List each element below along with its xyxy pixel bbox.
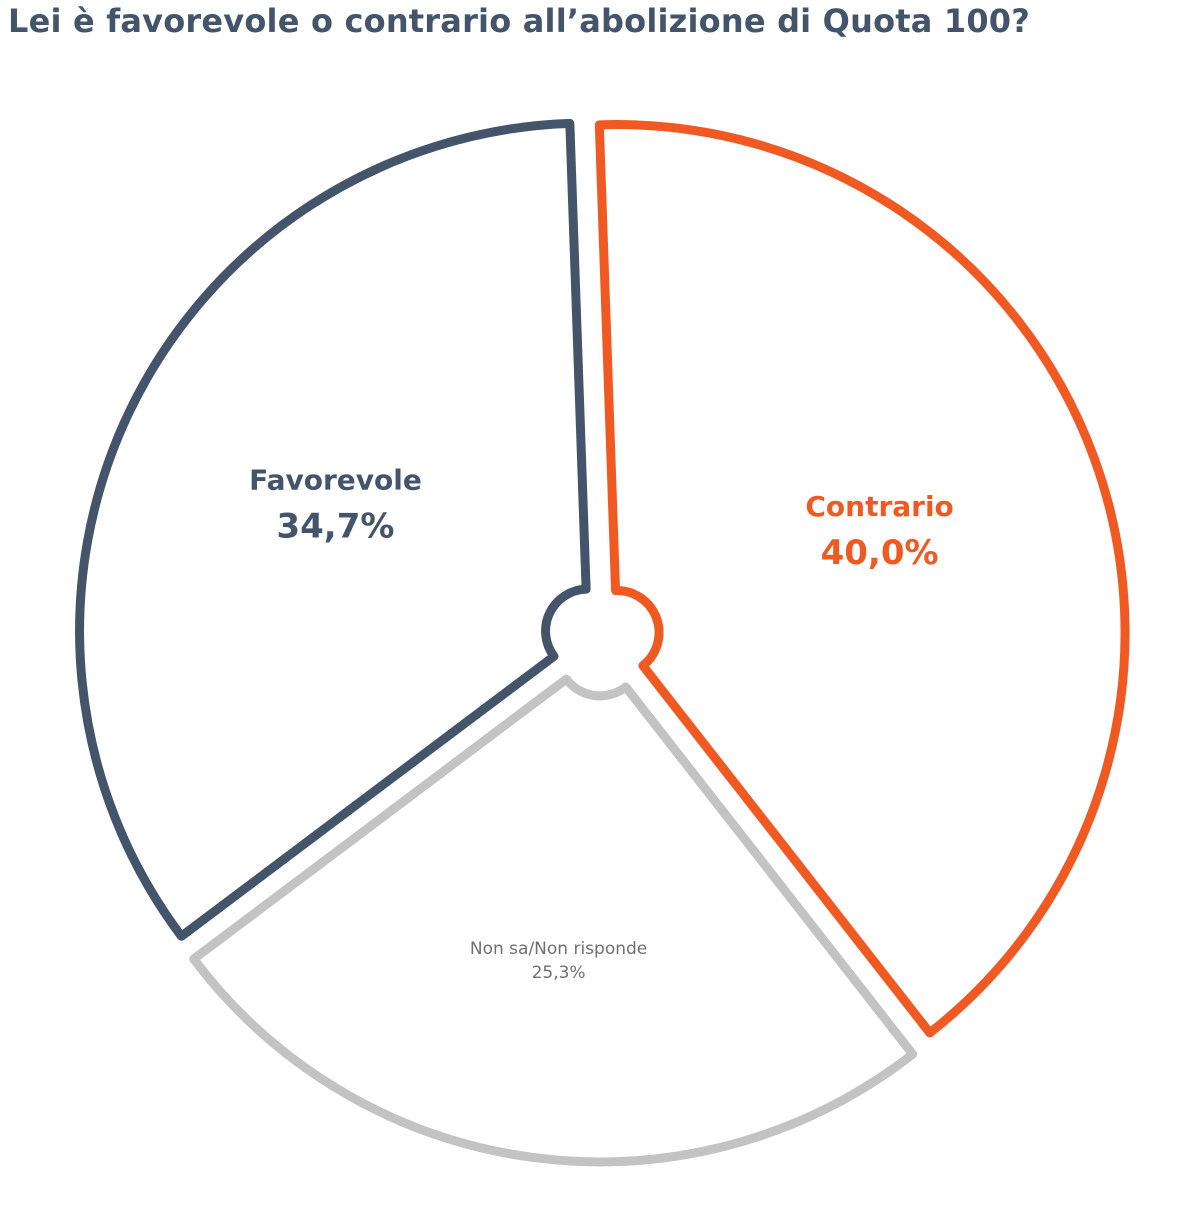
- slice-value-favorevole: 34,7%: [276, 507, 394, 547]
- slice-name-favorevole: Favorevole: [249, 464, 422, 497]
- chart-title: Lei è favorevole o contrario all’abolizi…: [8, 2, 1031, 40]
- slice-name-non-sa-non-risponde: Non sa/Non risponde: [470, 939, 647, 959]
- slice-name-contrario: Contrario: [805, 490, 953, 523]
- pie-slice-favorevole: [75, 118, 591, 941]
- pie-slice-contrario: [594, 120, 1130, 1038]
- slice-value-contrario: 40,0%: [821, 533, 939, 573]
- pie-slice-non-sa-non-risponde: [189, 674, 918, 1167]
- slice-value-non-sa-non-risponde: 25,3%: [532, 963, 586, 983]
